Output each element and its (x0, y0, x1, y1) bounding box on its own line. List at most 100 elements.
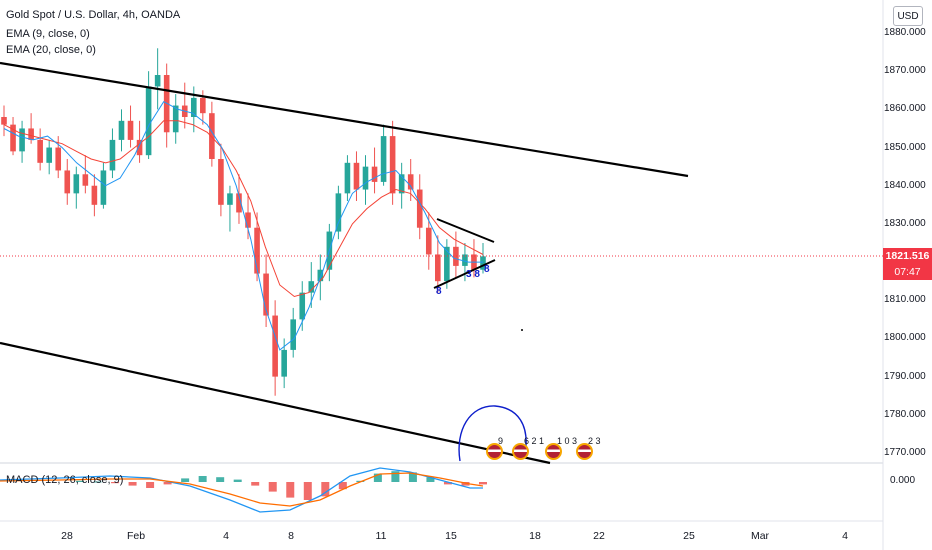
signal-line (0, 472, 484, 507)
price-axis-label: 1810.000 (884, 294, 926, 306)
price-axis-label: 1860.000 (884, 103, 926, 115)
candle-body (209, 113, 215, 159)
candle-body (172, 105, 179, 133)
time-axis-label: 8 (288, 530, 294, 542)
candle-body (453, 246, 459, 266)
annotation-group: 8 3 8 8 (436, 264, 490, 297)
macd-histogram-bar (479, 482, 487, 485)
ema9-legend[interactable]: EMA (9, close, 0) (6, 28, 90, 40)
candle-body (407, 174, 414, 190)
candle-body (200, 97, 206, 114)
currency-button[interactable]: USD (893, 6, 923, 26)
ema20-line (3, 120, 484, 298)
time-axis-label: 25 (683, 530, 695, 542)
macd-histogram-bar (198, 476, 207, 482)
ema20-legend[interactable]: EMA (20, close, 0) (6, 44, 96, 56)
time-axis-label: 22 (593, 530, 605, 542)
macd-histogram-bar (76, 480, 84, 482)
price-axis-label: 1850.000 (884, 141, 926, 153)
candle-body (19, 128, 25, 152)
upper-channel-line[interactable] (0, 61, 689, 178)
event-count: 9 (498, 436, 504, 446)
candle-body (145, 86, 152, 156)
macd-histogram-bar (146, 482, 155, 488)
time-axis-label: 28 (61, 530, 73, 542)
dot-marker (521, 329, 523, 331)
flag-graphic (488, 445, 501, 458)
candle-body (37, 139, 43, 163)
us-flag-event-icon[interactable] (486, 443, 503, 460)
macd-line (0, 467, 483, 513)
macd-histogram-bar (128, 482, 137, 486)
us-flag-event-icon[interactable] (545, 443, 562, 460)
candle-body (416, 189, 423, 228)
candle-body (91, 185, 98, 205)
candle-body (389, 136, 396, 194)
macd-histogram-bar (163, 482, 172, 485)
candle-body (371, 166, 378, 182)
macd-histogram-bar (216, 477, 225, 482)
annotation-label: 3 8 (466, 269, 480, 280)
candle-body (82, 174, 89, 186)
candle-body (64, 170, 71, 194)
candle-body (462, 254, 468, 266)
candle-body (1, 117, 7, 125)
candle-body (73, 174, 80, 194)
candle-body (380, 136, 387, 182)
candle-body (154, 75, 161, 87)
candle-body (281, 349, 287, 377)
price-axis-label: 1830.000 (884, 217, 926, 229)
us-flag-event-icon[interactable] (512, 443, 529, 460)
lower-channel-line[interactable] (0, 341, 551, 465)
price-axis-label: 1870.000 (884, 65, 926, 77)
price-axis-label: 1880.000 (884, 27, 926, 38)
candle-body (398, 174, 405, 194)
time-axis-label: 15 (445, 530, 457, 542)
macd-histogram-bar (303, 482, 312, 500)
macd-histogram-bar (338, 482, 347, 490)
event-count: 2 3 (588, 436, 601, 446)
macd-histogram-bar (443, 482, 452, 485)
annotation-label: 8 (484, 264, 490, 275)
candle-body (190, 97, 197, 117)
hand-drawn-arc[interactable] (458, 405, 527, 462)
candle-body (236, 193, 242, 213)
macd-pane (0, 467, 487, 513)
candle-body (227, 193, 233, 205)
time-axis-label: 18 (529, 530, 541, 542)
candle-body (245, 212, 251, 228)
candle-body (425, 227, 432, 255)
price-axis-label: 1770.000 (884, 447, 926, 458)
symbol-title[interactable]: Gold Spot / U.S. Dollar, 4h, OANDA (6, 9, 181, 21)
event-count: 1 0 3 (557, 436, 578, 446)
candle-body (109, 139, 116, 171)
candle-body (308, 281, 315, 293)
macd-histogram-bar (268, 482, 277, 492)
flag-graphic (578, 445, 591, 458)
triangle-bottom-line[interactable] (433, 259, 496, 289)
candles (1, 48, 486, 396)
candle-body (353, 162, 360, 190)
us-flag-event-icon[interactable] (576, 443, 593, 460)
time-axis-label: Feb (126, 530, 146, 542)
macd-legend[interactable]: MACD (12, 26, close, 9) (6, 474, 124, 486)
candle-body (444, 246, 450, 282)
candle-body (218, 159, 224, 205)
time-axis-label: 4 (223, 530, 229, 542)
candle-body (100, 170, 107, 205)
time-axis-label: 11 (375, 530, 387, 542)
candle-body (290, 319, 297, 350)
macd-histogram-bar (408, 472, 417, 482)
candle-body (55, 147, 62, 171)
candle-body (299, 292, 306, 320)
time-axis-label: 4 (842, 530, 848, 542)
annotation-label: 8 (436, 286, 442, 297)
ema9-line (3, 101, 483, 351)
triangle-top-line[interactable] (436, 218, 495, 243)
candle-body (317, 269, 324, 282)
macd-histogram-bar (286, 482, 295, 498)
candle-body (480, 256, 486, 270)
macd-histogram-bar (233, 479, 242, 482)
price-axis-label: 1800.000 (884, 332, 926, 344)
